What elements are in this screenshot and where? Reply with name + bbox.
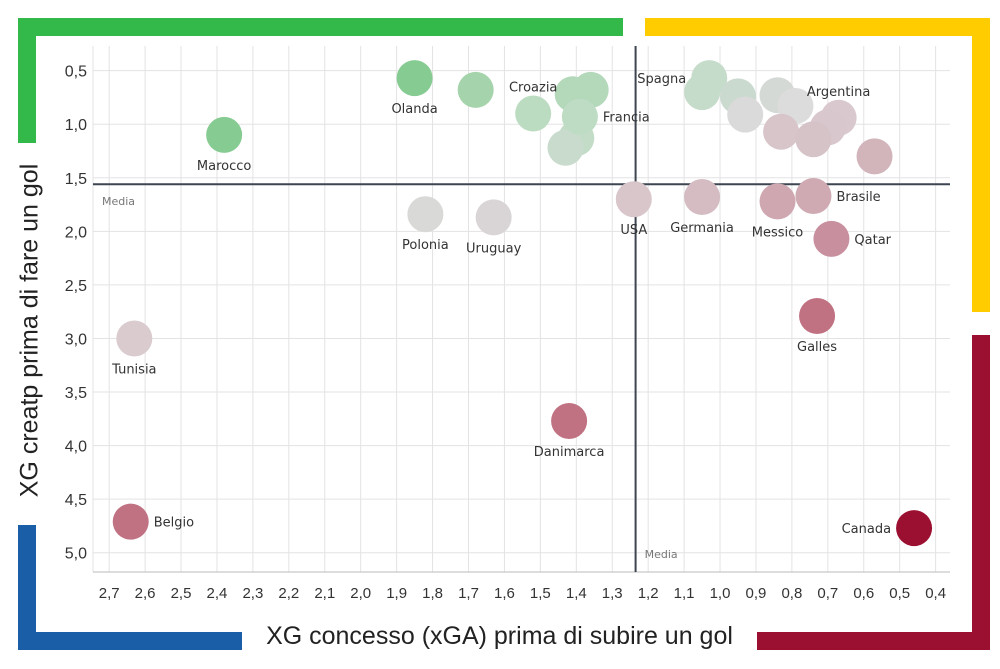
- x-tick-label: 0,8: [781, 585, 802, 602]
- quadrant-frame-top-left-h: [18, 18, 623, 36]
- data-point: [457, 71, 494, 108]
- point-label: Galles: [797, 340, 837, 355]
- mean-label-x: Media: [645, 548, 678, 561]
- point-label: Messico: [752, 225, 804, 240]
- data-point: [799, 297, 836, 334]
- point-label: Marocco: [197, 159, 251, 174]
- x-tick-label: 1,8: [422, 585, 443, 602]
- data-point: [112, 503, 149, 540]
- data-point: [856, 138, 893, 175]
- x-axis-label: XG concesso (xGA) prima di subire un gol: [266, 622, 733, 650]
- point-label: Qatar: [854, 233, 891, 248]
- y-tick-label: 1,0: [65, 117, 87, 134]
- y-tick-label: 5,0: [65, 546, 87, 563]
- x-tick-label: 1,0: [710, 585, 731, 602]
- data-point: [727, 96, 764, 133]
- data-point: [206, 116, 243, 153]
- quadrant-frame-bottom-right-h: [757, 632, 990, 650]
- x-tick-label: 0,6: [853, 585, 874, 602]
- y-tick-label: 2,0: [65, 224, 87, 241]
- data-point: [547, 129, 584, 166]
- x-tick-label: 2,3: [242, 585, 263, 602]
- x-tick-label: 1,2: [638, 585, 659, 602]
- x-tick-label: 1,9: [386, 585, 407, 602]
- data-point: [795, 177, 832, 214]
- y-tick-label: 4,5: [65, 492, 87, 509]
- quadrant-frame-bottom-left-v: [18, 525, 36, 650]
- data-point: [396, 60, 433, 97]
- data-point: [515, 95, 552, 132]
- data-point: [407, 196, 444, 233]
- quadrant-frame-top-right-h: [645, 18, 990, 36]
- x-tick-label: 2,6: [135, 585, 156, 602]
- x-tick-label: 0,7: [817, 585, 838, 602]
- y-tick-label: 3,0: [65, 331, 87, 348]
- y-tick-label: 1,5: [65, 171, 87, 188]
- x-tick-label: 2,7: [99, 585, 120, 602]
- point-label: Canada: [842, 522, 891, 537]
- point-label: Uruguay: [466, 241, 522, 256]
- point-label: Olanda: [391, 102, 437, 117]
- y-tick-label: 3,5: [65, 385, 87, 402]
- data-point: [475, 199, 512, 236]
- x-tick-label: 0,4: [925, 585, 946, 602]
- y-tick-label: 4,0: [65, 439, 87, 456]
- x-tick-label: 2,2: [278, 585, 299, 602]
- x-tick-label: 1,7: [458, 585, 479, 602]
- data-point: [795, 121, 832, 158]
- quadrant-frame-bottom-right-v: [972, 335, 990, 650]
- point-label: Tunisia: [111, 362, 156, 377]
- point-label: Argentina: [807, 85, 870, 100]
- data-point: [813, 220, 850, 257]
- x-tick-label: 1,1: [674, 585, 695, 602]
- x-tick-label: 1,6: [494, 585, 515, 602]
- x-tick-label: 1,3: [602, 585, 623, 602]
- data-point: [684, 74, 721, 111]
- point-label: Danimarca: [534, 445, 605, 460]
- y-tick-label: 0,5: [65, 64, 87, 81]
- point-label: Germania: [670, 221, 734, 236]
- mean-label-y: Media: [102, 195, 135, 208]
- data-point: [615, 181, 652, 218]
- x-tick-label: 0,5: [889, 585, 910, 602]
- point-label: Francia: [603, 111, 650, 126]
- x-tick-label: 2,1: [314, 585, 335, 602]
- data-point: [551, 402, 588, 439]
- quadrant-frame-bottom-left-h: [18, 632, 242, 650]
- x-tick-label: 2,5: [171, 585, 192, 602]
- point-label: USA: [620, 223, 647, 238]
- data-point: [684, 179, 721, 216]
- point-label: Belgio: [154, 516, 194, 531]
- x-tick-label: 2,4: [207, 585, 228, 602]
- point-label: Brasile: [836, 190, 880, 205]
- x-tick-label: 2,0: [350, 585, 371, 602]
- data-point: [759, 183, 796, 220]
- point-label: Polonia: [402, 238, 449, 253]
- quadrant-frame-top-right-v: [972, 18, 990, 312]
- x-tick-label: 1,4: [566, 585, 587, 602]
- data-point: [116, 320, 153, 357]
- point-label: Spagna: [637, 72, 686, 87]
- point-label: Croazia: [509, 80, 557, 95]
- y-tick-label: 2,5: [65, 278, 87, 295]
- data-point: [896, 510, 933, 547]
- x-tick-label: 1,5: [530, 585, 551, 602]
- quadrant-frame-top-left-v: [18, 18, 36, 143]
- data-point: [561, 98, 598, 135]
- y-axis-label: XG creatp prima di fare un gol: [15, 163, 44, 498]
- data-point: [763, 113, 800, 150]
- x-tick-label: 0,9: [746, 585, 767, 602]
